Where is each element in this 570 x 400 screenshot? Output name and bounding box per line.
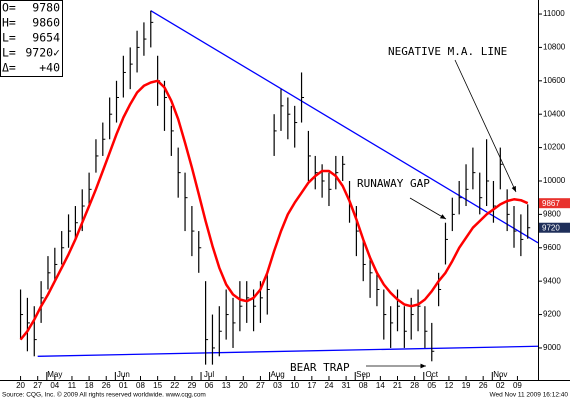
month-label: Oct	[426, 370, 439, 379]
x-tick-label: 24	[325, 381, 334, 390]
header-label: H=	[2, 16, 16, 30]
x-tick-label: 14	[376, 381, 385, 390]
close-last-tag: 9720	[542, 223, 560, 232]
x-tick-label: 11	[68, 381, 77, 390]
timestamp: Wed Nov 11 2009 16:12:40	[489, 392, 568, 399]
y-tick-label: 9200	[543, 310, 561, 319]
x-tick-label: 21	[393, 381, 402, 390]
month-label: Aug	[270, 370, 284, 379]
moving-average	[19, 79, 529, 341]
header-label: L=	[2, 31, 16, 45]
x-tick-label: 08	[359, 381, 368, 390]
x-tick-label: 20	[16, 381, 25, 390]
month-label: May	[47, 370, 62, 379]
x-tick-label: 04	[50, 381, 59, 390]
x-tick-label: 27	[33, 381, 42, 390]
y-tick-label: 11000	[543, 9, 565, 18]
x-tick-label: 09	[513, 381, 522, 390]
annotation-arrow	[409, 197, 447, 220]
annotation: BEAR TRAP	[290, 361, 350, 374]
y-tick-label: 10200	[543, 143, 566, 152]
month-label: Jun	[117, 370, 130, 379]
x-tick-label: 08	[136, 381, 145, 390]
y-tick-label: 10600	[543, 76, 566, 85]
x-tick-label: 05	[427, 381, 436, 390]
x-tick-label: 19	[462, 381, 471, 390]
x-tick-label: 31	[342, 381, 351, 390]
x-tick-label: 28	[410, 381, 419, 390]
y-tick-label: 10800	[543, 43, 566, 52]
trendline	[150, 10, 539, 244]
x-tick-label: 03	[273, 381, 282, 390]
x-tick-label: 15	[153, 381, 162, 390]
y-tick-label: 9800	[543, 209, 561, 218]
x-tick-label: 22	[170, 381, 179, 390]
y-tick-label: 10400	[543, 109, 566, 118]
header-value: 9654	[32, 31, 60, 45]
y-tick-label: 9000	[543, 343, 561, 352]
header-value: 9780	[32, 1, 60, 15]
header-value: 9720✓	[25, 46, 60, 60]
annotation-arrow	[454, 59, 517, 193]
header-box	[0, 0, 63, 77]
ma-last-tag: 9867	[542, 199, 560, 208]
x-tick-label: 02	[496, 381, 505, 390]
month-label: Sep	[356, 370, 371, 379]
annotation: NEGATIVE M.A. LINE	[388, 45, 507, 58]
close-last-tag-box	[539, 222, 570, 233]
header-label: O=	[2, 1, 16, 15]
x-tick-label: 26	[102, 381, 111, 390]
header-label: Δ=	[2, 61, 16, 75]
x-tick-label: 06	[205, 381, 214, 390]
x-tick-label: 20	[239, 381, 248, 390]
x-tick-label: 17	[307, 381, 316, 390]
ma-last-tag-box	[539, 198, 570, 209]
month-label: Jul	[204, 370, 214, 379]
header-value: 9860	[32, 16, 60, 30]
header-value: +40	[39, 61, 60, 75]
source-note: Source: CQG, Inc. © 2009 All rights rese…	[2, 391, 206, 399]
trendline	[37, 345, 539, 357]
y-tick-label: 9600	[543, 243, 561, 252]
x-tick-label: 27	[256, 381, 265, 390]
x-tick-label: 13	[222, 381, 231, 390]
x-tick-label: 10	[290, 381, 299, 390]
month-label: Nov	[493, 370, 507, 379]
y-tick-label: 9400	[543, 276, 561, 285]
x-tick-label: 29	[187, 381, 196, 390]
ohlc-header: O= 9780 H= 9860 L= 9654 L= 9720✓ Δ= +40	[0, 0, 63, 77]
annotation: RUNAWAY GAP	[357, 177, 430, 190]
x-tick-label: 18	[85, 381, 94, 390]
header-label: L=	[2, 46, 16, 60]
x-tick-label: 26	[479, 381, 488, 390]
y-tick-label: 10000	[543, 176, 566, 185]
x-tick-label: 01	[119, 381, 128, 390]
x-tick-label: 12	[444, 381, 453, 390]
